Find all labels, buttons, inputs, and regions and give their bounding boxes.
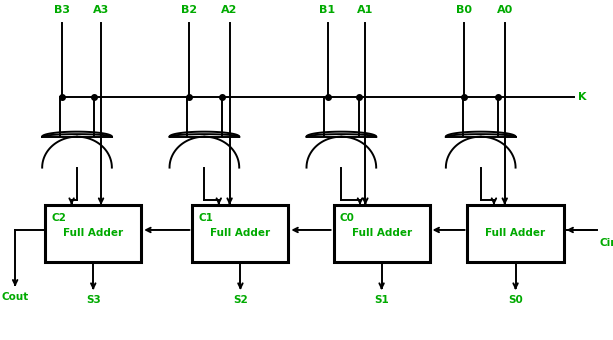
Text: C1: C1 — [199, 213, 213, 223]
Text: B2: B2 — [181, 5, 197, 15]
Text: Full Adder: Full Adder — [351, 228, 412, 238]
Text: Full Adder: Full Adder — [485, 228, 546, 238]
Text: K: K — [578, 92, 587, 102]
FancyBboxPatch shape — [45, 205, 141, 262]
Text: S0: S0 — [508, 295, 523, 305]
Text: A3: A3 — [93, 5, 109, 15]
Text: Cin: Cin — [600, 238, 613, 248]
Text: A0: A0 — [497, 5, 513, 15]
Text: A2: A2 — [221, 5, 238, 15]
Text: S2: S2 — [233, 295, 248, 305]
Text: C0: C0 — [340, 213, 354, 223]
Text: Full Adder: Full Adder — [63, 228, 123, 238]
Text: Full Adder: Full Adder — [210, 228, 270, 238]
Text: B0: B0 — [457, 5, 473, 15]
Text: S3: S3 — [86, 295, 101, 305]
Text: B3: B3 — [54, 5, 70, 15]
Text: Cout: Cout — [1, 292, 29, 302]
Text: C2: C2 — [51, 213, 66, 223]
Text: S1: S1 — [374, 295, 389, 305]
FancyBboxPatch shape — [192, 205, 289, 262]
Text: B1: B1 — [319, 5, 335, 15]
FancyBboxPatch shape — [333, 205, 430, 262]
Text: A1: A1 — [357, 5, 373, 15]
FancyBboxPatch shape — [468, 205, 563, 262]
